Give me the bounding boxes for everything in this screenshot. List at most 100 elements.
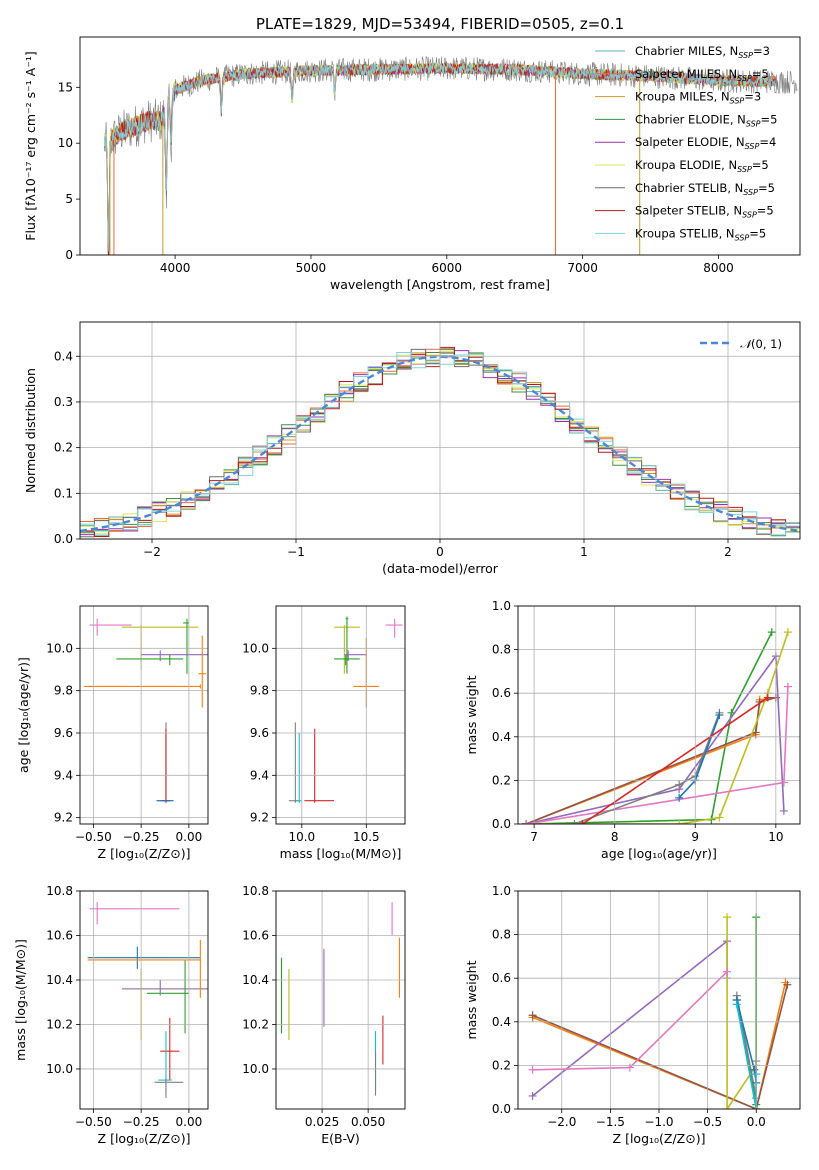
y-tick-label: 10.2 bbox=[46, 1017, 73, 1031]
x-axis-label: wavelength [Angstrom, rest frame] bbox=[330, 277, 550, 292]
x-tick-label: −0.25 bbox=[123, 1115, 160, 1129]
y-axis-label: mass [log₁₀(M/M⊙)] bbox=[13, 939, 28, 1061]
errorbar-point bbox=[288, 722, 300, 803]
y-tick-label: 0.0 bbox=[54, 532, 73, 546]
weight-marker bbox=[715, 813, 724, 822]
y-tick-label: 9.6 bbox=[54, 726, 73, 740]
y-tick-label: 9.2 bbox=[250, 811, 269, 825]
legend-entry: 𝒩(0, 1) bbox=[740, 337, 782, 351]
errorbar-point bbox=[87, 946, 201, 969]
spectrum-series-8 bbox=[104, 62, 776, 252]
weight-marker bbox=[781, 978, 790, 987]
x-tick-label: 10.5 bbox=[353, 830, 380, 844]
weight-marker bbox=[528, 1065, 537, 1074]
axes-frame bbox=[275, 890, 406, 1110]
y-tick-label: 0.2 bbox=[492, 773, 511, 787]
x-tick-label: −1 bbox=[287, 545, 305, 559]
weight-marker bbox=[783, 682, 792, 691]
weight-series-olive bbox=[726, 917, 757, 1109]
errorbar-point bbox=[154, 1077, 184, 1098]
y-tick-label: 0 bbox=[65, 248, 73, 262]
y-tick-label: 0.2 bbox=[54, 441, 73, 455]
y-axis-label: mass weight bbox=[464, 960, 479, 1039]
x-tick-label: 10 bbox=[768, 830, 783, 844]
weight-marker bbox=[528, 1091, 537, 1100]
weight-marker bbox=[750, 1065, 759, 1074]
errorbar-point bbox=[87, 939, 201, 998]
errorbar-point bbox=[162, 728, 170, 803]
x-tick-label: −2.0 bbox=[547, 1115, 576, 1129]
y-tick-label: 0.6 bbox=[492, 686, 511, 700]
weight-marker bbox=[763, 693, 772, 702]
y-tick-label: 10.4 bbox=[46, 973, 73, 987]
x-tick-label: 0 bbox=[436, 545, 444, 559]
y-axis-label: Flux [fλ10⁻¹⁷ erg cm⁻² s⁻¹ A⁻¹] bbox=[23, 51, 38, 240]
y-tick-label: 10.6 bbox=[46, 928, 73, 942]
x-tick-label: 0.025 bbox=[305, 1115, 339, 1129]
y-tick-label: 0.4 bbox=[492, 730, 511, 744]
legend-entry: Kroupa ELODIE, NSSP=5 bbox=[635, 158, 769, 174]
x-axis-label: Z [log₁₀(Z/Z⊙)] bbox=[613, 1131, 706, 1146]
x-axis-label: (data-model)/error bbox=[382, 561, 499, 576]
errorbar-point bbox=[83, 684, 201, 689]
x-tick-label: 0.0 bbox=[747, 1115, 766, 1129]
y-tick-label: 0.4 bbox=[492, 1015, 511, 1029]
y-tick-label: 9.6 bbox=[250, 726, 269, 740]
x-tick-label: −0.25 bbox=[123, 830, 160, 844]
legend-entry: Salpeter ELODIE, NSSP=4 bbox=[635, 135, 776, 151]
weight-series-pink bbox=[525, 686, 789, 824]
y-tick-label: 0.1 bbox=[54, 486, 73, 500]
y-tick-label: 9.4 bbox=[54, 768, 73, 782]
axes-frame bbox=[275, 605, 406, 825]
errorbar-point bbox=[160, 732, 170, 803]
spectrum-legend: Chabrier MILES, NSSP=3 Salpeter MILES, NS… bbox=[595, 44, 777, 242]
legend-entry: Salpeter STELIB, NSSP=5 bbox=[635, 204, 774, 220]
y-tick-label: 0.3 bbox=[54, 395, 73, 409]
weight-marker bbox=[783, 980, 792, 989]
residual-legend: 𝒩(0, 1) bbox=[700, 337, 782, 351]
x-tick-label: 6000 bbox=[432, 261, 463, 275]
x-tick-label: −1.5 bbox=[596, 1115, 625, 1129]
weight-marker bbox=[723, 913, 732, 922]
weight-series-purple bbox=[525, 653, 785, 824]
weight-marker bbox=[783, 628, 792, 637]
x-tick-label: 0.050 bbox=[351, 1115, 385, 1129]
plot-area bbox=[87, 902, 208, 1098]
axes-frame bbox=[79, 890, 209, 1110]
weight-marker bbox=[723, 967, 732, 976]
errorbar-point bbox=[146, 959, 189, 1034]
errorbar-point bbox=[304, 728, 335, 803]
y-axis-label: age [log₁₀(age/yr)] bbox=[16, 657, 31, 773]
weight-marker bbox=[767, 628, 776, 637]
x-tick-label: 5000 bbox=[296, 261, 327, 275]
x-tick-label: 10.0 bbox=[288, 830, 315, 844]
y-tick-label: 0.6 bbox=[492, 971, 511, 985]
figure-title: PLATE=1829, MJD=53494, FIBERID=0505, z=0… bbox=[256, 15, 624, 33]
y-tick-label: 9.8 bbox=[54, 684, 73, 698]
panel-age-vs-mass: 10.0 10.5 9.2 9.4 9.6 9.8 10.0 mass [log₁₀(M/M⊙… bbox=[242, 605, 406, 861]
errorbar-point bbox=[198, 635, 207, 708]
panel-mass-weight-vs-Z: −2.0 −1.5 −1.0 −0.5 0.0 0.0 0.2 0.4 0.6 0.8 1.0 Z [… bbox=[464, 884, 801, 1146]
x-tick-label: 1 bbox=[580, 545, 588, 559]
weight-marker bbox=[675, 820, 684, 824]
weight-series-orange bbox=[525, 696, 776, 824]
plot-area bbox=[104, 55, 798, 255]
errorbar-point bbox=[122, 968, 208, 1041]
plot-area bbox=[522, 628, 792, 824]
x-tick-label: 8000 bbox=[703, 261, 734, 275]
legend-entry: Chabrier STELIB, NSSP=5 bbox=[635, 181, 775, 197]
weight-marker bbox=[732, 1000, 741, 1009]
y-tick-label: 0.0 bbox=[492, 1102, 511, 1116]
x-tick-label: 7 bbox=[530, 830, 538, 844]
y-tick-label: 5 bbox=[65, 192, 73, 206]
x-tick-label: −0.5 bbox=[693, 1115, 722, 1129]
y-axis-label: mass weight bbox=[464, 675, 479, 754]
x-tick-label: −0.50 bbox=[75, 830, 112, 844]
y-tick-label: 0.2 bbox=[492, 1058, 511, 1072]
weight-marker bbox=[675, 793, 684, 802]
panel-mass-vs-EBV: 0.025 0.050 10.0 10.2 10.4 10.6 10.8 E(B-V) bbox=[242, 884, 406, 1146]
weight-marker bbox=[723, 1105, 732, 1109]
weight-marker bbox=[570, 820, 579, 824]
legend-entry: Salpeter MILES, NSSP=5 bbox=[635, 67, 769, 83]
